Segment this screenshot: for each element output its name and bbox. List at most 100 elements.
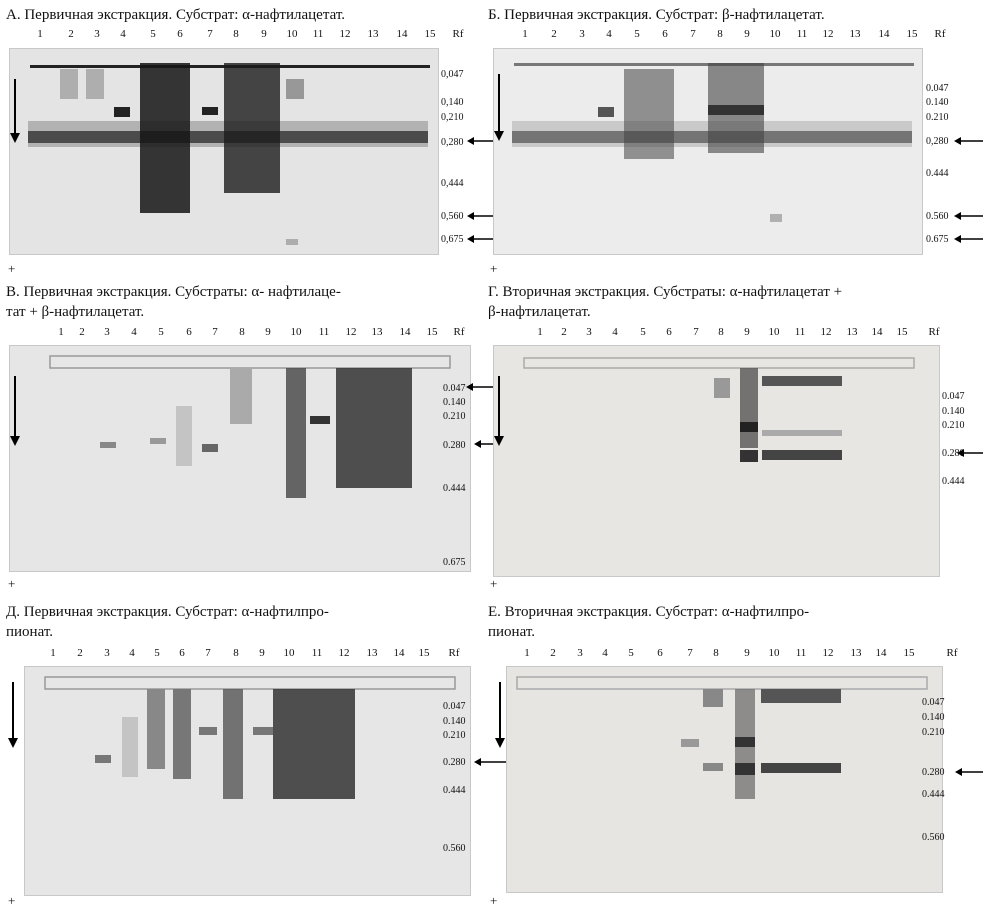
rf-label: 0.140 — [922, 712, 945, 723]
lane-number: 4 — [129, 647, 135, 659]
lane-number-rf-header: Rf — [452, 28, 464, 40]
rf-label: 0,675 — [441, 234, 464, 245]
rf-label: 0.140 — [443, 397, 466, 408]
lane-number: 13 — [371, 326, 383, 338]
lane-number: 15 — [906, 28, 918, 40]
rf-label: 0.280 — [443, 440, 466, 451]
panel-f-title-line-2: пионат. — [488, 624, 536, 640]
lane-number: 4 — [120, 28, 126, 40]
lane-number: 2 — [551, 28, 557, 40]
lane-number: 10 — [286, 28, 298, 40]
lane-number: 4 — [612, 326, 618, 338]
panel-c-title-line-2: тат + β-нафтилацетат. — [6, 304, 145, 320]
lane-number: 9 — [261, 28, 267, 40]
rf-label: 0.210 — [922, 727, 945, 738]
lane-number: 12 — [338, 647, 350, 659]
lane-number: 14 — [875, 647, 887, 659]
panel-b-lane-numbers: 1 2 3 4 5 6 7 8 9 10 11 12 13 14 15 Rf — [0, 28, 986, 42]
lane-number: 1 — [58, 326, 64, 338]
rf-label: 0,047 — [441, 69, 464, 80]
rf-label: 0,560 — [441, 211, 464, 222]
lane-number: 7 — [212, 326, 218, 338]
lane-number: 10 — [283, 647, 295, 659]
panel-e-gel-bands — [44, 676, 456, 799]
lane-number: 1 — [522, 28, 528, 40]
lane-number: 8 — [718, 326, 724, 338]
panel-f-gel-bands — [516, 676, 928, 799]
lane-number-rf-header: Rf — [934, 28, 946, 40]
rf-label: 0.280 — [443, 757, 466, 768]
panel-c-title-line-1: В. Первичная экстракция. Субстраты: α- н… — [6, 284, 341, 300]
lane-number: 12 — [345, 326, 357, 338]
lane-number: 6 — [186, 326, 192, 338]
panel-b-gel-bands — [494, 63, 914, 222]
panel-f-gel-image — [506, 666, 943, 893]
lane-number: 1 — [50, 647, 56, 659]
lane-number: 15 — [424, 28, 436, 40]
panel-a-title: А. Первичная экстракция. Субстрат: α-наф… — [6, 7, 346, 23]
lane-number: 14 — [871, 326, 883, 338]
rf-label: 0,444 — [441, 178, 464, 189]
lane-number: 3 — [104, 326, 110, 338]
lane-number: 15 — [896, 326, 908, 338]
lane-number: 3 — [579, 28, 585, 40]
rf-label: 0.444 — [942, 476, 965, 487]
lane-number: 7 — [690, 28, 696, 40]
anode-plus-sign: + — [490, 893, 498, 908]
lane-number: 10 — [768, 647, 780, 659]
rf-label: 0.210 — [443, 411, 466, 422]
anode-plus-sign: + — [8, 576, 16, 591]
rf-label: 0.210 — [926, 112, 949, 123]
lane-number: 12 — [339, 28, 351, 40]
rf-label: 0.444 — [443, 483, 466, 494]
lane-number: 3 — [94, 28, 100, 40]
lane-number: 5 — [150, 28, 156, 40]
lane-number: 6 — [657, 647, 663, 659]
lane-number: 13 — [367, 28, 379, 40]
rf-label: 0.675 — [443, 557, 466, 568]
lane-number: 2 — [68, 28, 74, 40]
lane-number: 9 — [744, 647, 750, 659]
anode-plus-sign: + — [490, 261, 498, 276]
lane-number: 6 — [179, 647, 185, 659]
lane-number: 6 — [662, 28, 668, 40]
rf-label: 0.047 — [942, 391, 965, 402]
panel-f-title-line-1: Е. Вторичная экстракция. Субстрат: α-наф… — [488, 604, 810, 620]
rf-label: 0.560 — [926, 211, 949, 222]
lane-number: 8 — [239, 326, 245, 338]
rf-label: 0.140 — [926, 97, 949, 108]
lane-number: 5 — [158, 326, 164, 338]
rf-label: 0.560 — [922, 832, 945, 843]
lane-number: 5 — [154, 647, 160, 659]
panel-b-title: Б. Первичная экстракция. Субстрат: β-наф… — [488, 7, 825, 23]
lane-number: 3 — [577, 647, 583, 659]
rf-label: 0.210 — [942, 420, 965, 431]
lane-number: 5 — [628, 647, 634, 659]
rf-label: 0.444 — [922, 789, 945, 800]
rf-label: 0,280 — [926, 136, 949, 147]
lane-number: 12 — [822, 28, 834, 40]
lane-number: 3 — [104, 647, 110, 659]
lane-number: 5 — [634, 28, 640, 40]
lane-number: 2 — [550, 647, 556, 659]
lane-number: 3 — [586, 326, 592, 338]
lane-number: 4 — [606, 28, 612, 40]
lane-number: 10 — [290, 326, 302, 338]
lane-number-rf-header: Rf — [453, 326, 465, 338]
lane-number: 13 — [366, 647, 378, 659]
lane-number: 9 — [744, 28, 750, 40]
lane-number: 13 — [846, 326, 858, 338]
lane-number: 11 — [318, 326, 330, 338]
panel-c-gel-bands — [10, 355, 451, 498]
lane-number: 10 — [768, 326, 780, 338]
rf-label: 0,280 — [441, 137, 464, 148]
lane-number-rf-header: Rf — [946, 647, 958, 659]
lane-number: 11 — [794, 326, 806, 338]
rf-label: 0.047 — [926, 83, 949, 94]
rf-label: 0.047 — [443, 383, 466, 394]
lane-number: 9 — [265, 326, 271, 338]
rf-label: 0.140 — [443, 716, 466, 727]
lane-number: 8 — [717, 28, 723, 40]
rf-label: 0.444 — [926, 168, 949, 179]
panel-a-gel-bands — [10, 63, 430, 245]
